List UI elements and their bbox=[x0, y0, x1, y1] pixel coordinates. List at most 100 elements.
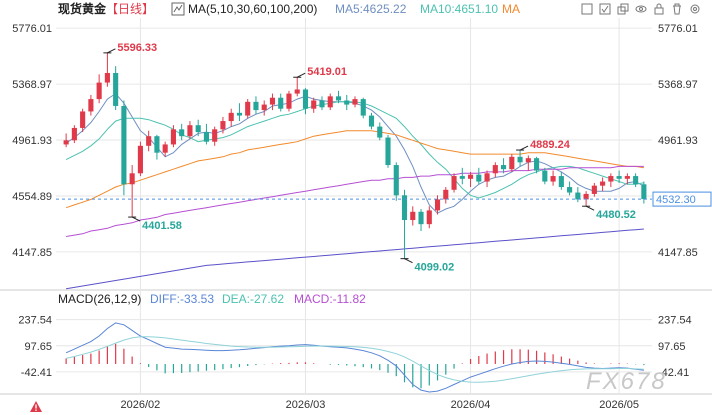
candle bbox=[162, 141, 168, 157]
price-annotation-label: 4401.58 bbox=[142, 220, 182, 232]
grid bbox=[0, 18, 712, 395]
price-annotation-label: 4099.02 bbox=[415, 262, 455, 274]
x-axis: 2026/02 2026/03 2026/04 2026/05 bbox=[121, 399, 639, 411]
eye-icon[interactable] bbox=[635, 5, 647, 13]
candle bbox=[245, 99, 251, 119]
checkbox-icon[interactable] bbox=[599, 3, 611, 15]
alert-triangle-icon[interactable] bbox=[30, 401, 42, 412]
candle bbox=[269, 93, 276, 111]
macd-y-tick-label-left: 97.65 bbox=[24, 341, 52, 353]
candle bbox=[154, 134, 160, 160]
chart-type-icon[interactable] bbox=[171, 2, 185, 16]
price-annotation: 4889.24 bbox=[516, 139, 571, 151]
lock-icon[interactable] bbox=[654, 3, 664, 15]
price-annotation: 5596.33 bbox=[103, 42, 157, 54]
ma-line-ma30 bbox=[65, 130, 644, 209]
macd-lines bbox=[65, 322, 644, 393]
candle bbox=[88, 94, 94, 116]
candle bbox=[113, 66, 119, 111]
candle bbox=[278, 93, 284, 112]
x-tick-label: 2026/04 bbox=[451, 399, 491, 411]
candle bbox=[501, 158, 507, 174]
candle bbox=[377, 122, 383, 141]
candle bbox=[104, 52, 110, 87]
trash-icon[interactable] bbox=[673, 3, 681, 15]
macd-y-axis-right: 237.54 97.65 -42.41 bbox=[658, 315, 692, 379]
stack-icon[interactable] bbox=[617, 3, 629, 15]
candle bbox=[509, 154, 515, 172]
candle bbox=[484, 170, 490, 188]
candle bbox=[63, 133, 69, 148]
watermark: FX678 bbox=[586, 368, 667, 395]
price-annotation-label: 4889.24 bbox=[530, 139, 571, 151]
x-tick-label: 2026/05 bbox=[599, 399, 639, 411]
macd-y-tick-label-left: -42.41 bbox=[21, 367, 52, 379]
candle bbox=[129, 165, 135, 218]
x-tick-label: 2026/03 bbox=[286, 399, 326, 411]
candle bbox=[476, 167, 482, 185]
ma-line-ma100 bbox=[66, 228, 644, 290]
candle bbox=[170, 125, 176, 148]
macd-title: MACD(26,12,9) bbox=[58, 292, 141, 306]
candle bbox=[302, 88, 309, 115]
price-annotation: 4401.58 bbox=[128, 216, 182, 232]
candle bbox=[393, 162, 399, 201]
candle bbox=[443, 187, 449, 204]
ma-settings-label[interactable]: MA(5,10,30,60,100,200) bbox=[188, 2, 317, 16]
candle bbox=[641, 181, 647, 204]
candle bbox=[591, 182, 597, 197]
macd-y-tick-label-left: 237.54 bbox=[18, 315, 52, 327]
y-tick-label-right: 5368.97 bbox=[658, 79, 698, 91]
candle bbox=[344, 94, 350, 111]
candle bbox=[459, 167, 465, 185]
price-annotation-label: 5596.33 bbox=[117, 42, 157, 54]
toolbar bbox=[581, 3, 700, 15]
candle bbox=[525, 155, 531, 171]
y-tick-label-right: 4147.85 bbox=[658, 247, 698, 259]
instrument-label: 现货黄金 bbox=[58, 1, 107, 16]
candle bbox=[517, 150, 523, 167]
macd-line-diff bbox=[65, 322, 644, 393]
square-icon[interactable] bbox=[581, 3, 593, 15]
ma10-value: MA10:4651.10 bbox=[420, 2, 498, 16]
candle bbox=[600, 177, 606, 192]
candle bbox=[558, 171, 564, 190]
macd-macd-value: MACD:-11.82 bbox=[294, 292, 366, 306]
candle bbox=[294, 77, 300, 97]
candle bbox=[146, 130, 152, 152]
candle bbox=[418, 209, 424, 232]
candle bbox=[492, 162, 498, 178]
y-tick-label-right: 4961.93 bbox=[658, 135, 698, 147]
candle bbox=[319, 96, 325, 111]
period-label: 【日线】 bbox=[106, 2, 154, 16]
current-price-tag bbox=[652, 191, 712, 207]
y-tick-label-left: 4554.89 bbox=[12, 191, 52, 203]
current-price: 4532.30 bbox=[56, 191, 712, 207]
candle bbox=[550, 170, 556, 186]
candle bbox=[71, 125, 77, 144]
candle bbox=[335, 90, 342, 104]
ma-line-ma60 bbox=[66, 165, 644, 237]
candlesticks bbox=[63, 52, 647, 259]
candle bbox=[451, 173, 457, 193]
candle bbox=[203, 123, 209, 145]
price-annotation: 4099.02 bbox=[400, 258, 455, 274]
price-annotation-label: 5419.01 bbox=[307, 66, 347, 78]
y-axis-left: 5776.01 5368.97 4961.93 4554.89 4147.85 bbox=[12, 23, 52, 259]
candle bbox=[434, 195, 441, 215]
candle bbox=[228, 108, 234, 127]
candle bbox=[467, 171, 474, 188]
price-annotation-label: 4480.52 bbox=[596, 209, 636, 221]
macd-diff-value: DIFF:-33.53 bbox=[150, 292, 214, 306]
current-price-tag-text: 4532.30 bbox=[656, 194, 696, 206]
candle bbox=[352, 96, 358, 108]
settings-icon[interactable] bbox=[690, 4, 700, 14]
y-tick-label-left: 5368.97 bbox=[12, 79, 52, 91]
price-annotations: 5596.33 5419.01 4889.24 4401.58 4099.02 4480.… bbox=[103, 42, 636, 274]
macd-histogram bbox=[65, 343, 645, 389]
candle bbox=[534, 156, 540, 174]
candle bbox=[608, 173, 614, 188]
x-tick-label: 2026/02 bbox=[121, 399, 161, 411]
